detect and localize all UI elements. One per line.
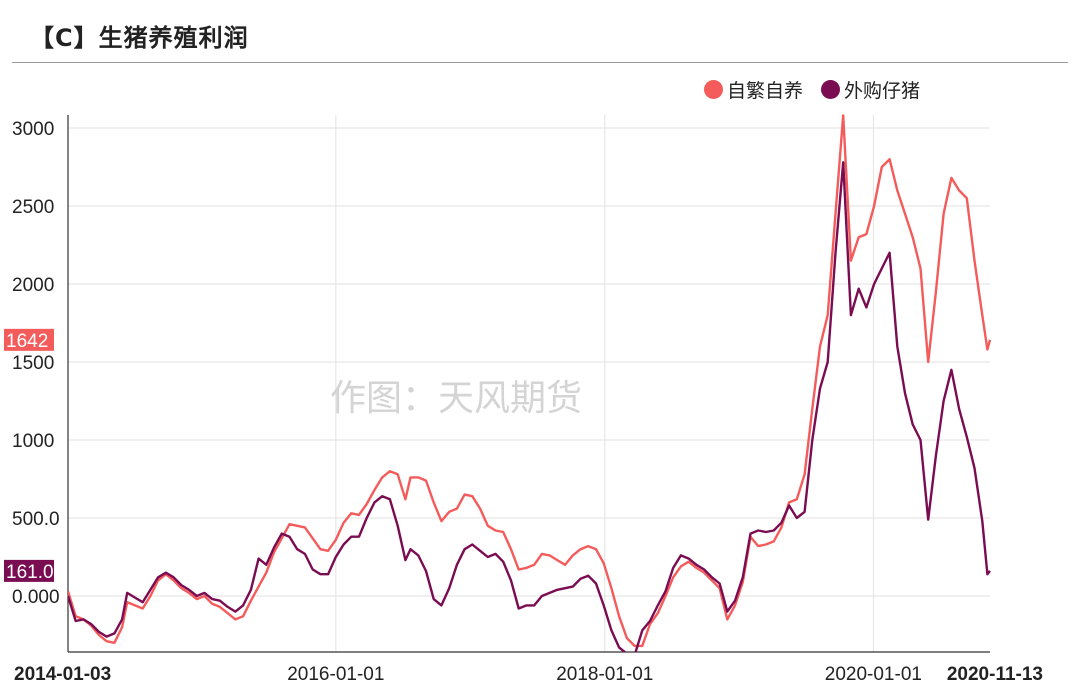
last-value-badge-1 [4,328,54,351]
last-value-badge-2 [4,559,54,582]
y-tick-label: 1500 [12,353,54,374]
legend-item-series-1[interactable]: 自繁自养 [704,76,803,103]
watermark-text: 作图：天风期货 [330,378,582,419]
y-tick-label: 3000 [12,119,54,140]
legend-marker-series-2 [821,80,841,99]
title-divider [12,62,1068,63]
last-value-label-2: 161.0 [6,562,54,583]
x-tick-label: 2020-01-01 [825,664,922,685]
y-tick-label: 2000 [12,275,54,296]
legend-marker-series-1 [704,80,723,99]
chart-title: 【C】生猪养殖利润 [30,24,249,52]
series-line-2 [68,161,991,652]
x-tick-label: 2016-01-01 [287,664,384,685]
y-tick-label: 2500 [12,197,54,218]
y-tick-label: 1000 [12,431,54,452]
x-tick-label: 2020-11-13 [947,664,1043,685]
legend-label-series-2: 外购仔猪 [844,80,921,102]
x-tick-label: 2018-01-01 [556,664,653,685]
x-tick-label: 2014-01-03 [14,664,111,685]
legend-label-series-1: 自繁自养 [727,80,804,102]
last-value-label-1: 1642 [6,331,48,352]
chart-legend: 自繁自养 外购仔猪 [704,76,920,103]
y-tick-label: 500.0 [12,509,60,530]
legend-item-series-2[interactable]: 外购仔猪 [821,76,920,103]
series-line-1 [68,114,992,648]
y-tick-label: 0.000 [12,587,60,608]
